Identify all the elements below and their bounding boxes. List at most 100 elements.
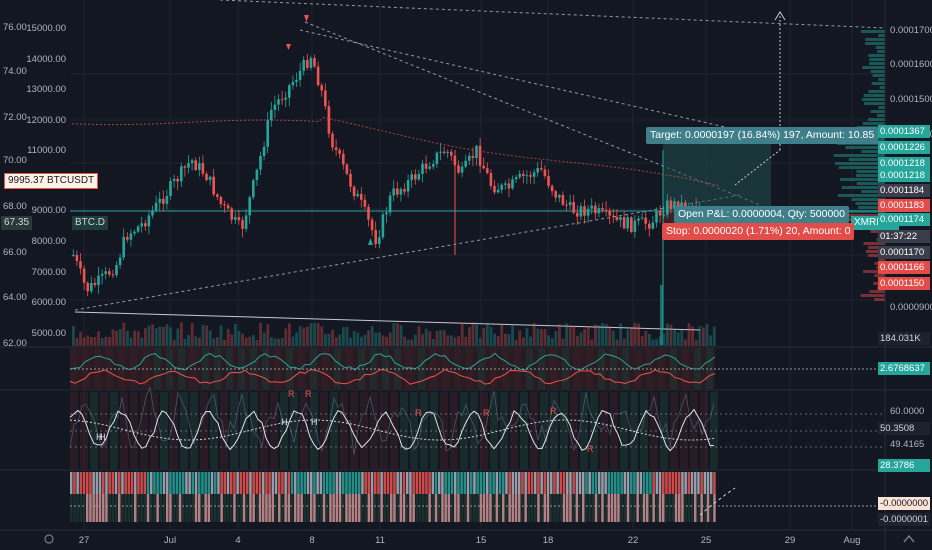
volume-profile-bar [870, 70, 885, 73]
volume-bar [572, 325, 576, 346]
target-zone[interactable] [663, 143, 771, 211]
candle-body [108, 271, 111, 275]
volume-profile-bar [851, 198, 885, 201]
stop-info-label[interactable]: Stop: 0.0000020 (1.71%) 20, Amount: 0 [662, 223, 855, 240]
arrow-head-icon [774, 11, 786, 21]
volume-bar [518, 330, 522, 346]
volume-bar [583, 329, 586, 346]
volume-bar [493, 333, 496, 346]
trend-line-resistance[interactable] [299, 29, 761, 136]
candle-body [446, 151, 449, 154]
volume-bar [136, 331, 140, 346]
candle-body [655, 210, 658, 223]
volume-bar [216, 337, 219, 346]
volume-profile-bar [878, 78, 885, 81]
time-axis[interactable]: 27 Jul 4 8 11 15 18 22 25 29 Aug [79, 535, 861, 546]
candle-body [223, 204, 226, 206]
volume-profile-bar [861, 98, 885, 101]
volume-bar [702, 327, 705, 346]
rsi-pane[interactable] [69, 348, 885, 389]
pattern-marker: H [311, 417, 318, 427]
volume-bar [190, 323, 194, 346]
volume-profile-bar [868, 246, 885, 249]
candle-body [648, 223, 651, 229]
volume-bar [255, 339, 259, 346]
volume-bar [601, 323, 604, 346]
volume-profile-bar [861, 190, 885, 193]
open-pnl-label[interactable]: Open P&L: 0.0000004, Qty: 500000 [674, 206, 849, 223]
volume-bar [525, 328, 529, 346]
indicator-value-tag: 184.031K [878, 332, 930, 345]
candle-body [201, 163, 205, 174]
volume-profile-bar [865, 38, 885, 41]
volume-bar [565, 323, 568, 346]
volume-bar [478, 337, 482, 346]
candle-body [86, 282, 89, 292]
left-axis-label: 70.00 [3, 155, 27, 166]
volume-bar [540, 329, 543, 346]
candle-body [136, 226, 140, 232]
volume-profile-bar [862, 122, 885, 125]
mid-axis-label: 11000.00 [27, 145, 66, 156]
volume-bar [93, 336, 97, 346]
trend-line-upper[interactable] [219, 0, 886, 29]
volume-profile-bar [868, 118, 885, 121]
indicator-value-tag: 2.6768637 [878, 362, 930, 375]
volume-bar [226, 328, 230, 346]
volume-bar [72, 325, 75, 346]
candle-body [601, 208, 604, 210]
target-info-label[interactable]: Target: 0.0000197 (16.84%) 197, Amount: … [646, 127, 879, 144]
right-axis-price-tag: 0.0001367 [878, 125, 930, 138]
oscillator-pane[interactable] [69, 386, 885, 469]
volume-profile-bar [868, 254, 885, 257]
candle-body [183, 166, 187, 168]
pattern-marker: H [281, 417, 288, 427]
indicator-value-tag: -0.0000000 [878, 497, 930, 510]
candle-body [594, 205, 597, 214]
volume-bars [72, 285, 716, 346]
candle-body [583, 206, 586, 216]
volume-bar [219, 325, 223, 346]
candle-body [122, 236, 125, 258]
candle-body [360, 193, 363, 200]
candle-body [381, 214, 385, 238]
histogram-pane[interactable] [70, 472, 885, 522]
horizontal-ray[interactable] [74, 311, 701, 331]
volume-profile-bar [846, 214, 885, 217]
volume-bar [306, 326, 309, 346]
candle-body [370, 219, 374, 231]
pattern-marker: H [96, 432, 103, 442]
candle-body [388, 195, 392, 213]
candle-body [165, 195, 169, 204]
candle-body [316, 66, 320, 86]
volume-bar [162, 327, 165, 346]
settings-icon[interactable] [44, 534, 54, 544]
trend-line-support[interactable] [74, 194, 741, 311]
right-axis-label: 0.0000900 [890, 302, 932, 313]
volume-bar [381, 335, 385, 346]
volume-bar [378, 332, 381, 346]
volume-profile-bar [840, 178, 885, 181]
chevron-up-icon[interactable] [903, 534, 915, 543]
right-axis-price-tag: 0.0001174 [878, 213, 930, 226]
candle-body [399, 188, 403, 195]
volume-bar [496, 335, 500, 346]
volume-profile-bar [878, 34, 885, 37]
volume-bar [309, 323, 313, 346]
candle-body [550, 185, 554, 192]
volume-bar [126, 330, 129, 346]
candle-body [666, 200, 669, 215]
left-price-axis[interactable]: 76.00 74.00 72.00 70.00 68.00 66.00 64.00 62.00 [3, 22, 27, 349]
volume-bar [367, 330, 370, 346]
volume-profile-bar [833, 154, 885, 157]
volume-bar [442, 330, 446, 346]
volume-bar [446, 335, 450, 346]
candle-body [198, 163, 201, 170]
candle-body [442, 151, 446, 154]
volume-bar [410, 339, 414, 346]
candle-body [277, 99, 280, 105]
volume-bar [86, 335, 90, 346]
candle-body [187, 163, 190, 168]
